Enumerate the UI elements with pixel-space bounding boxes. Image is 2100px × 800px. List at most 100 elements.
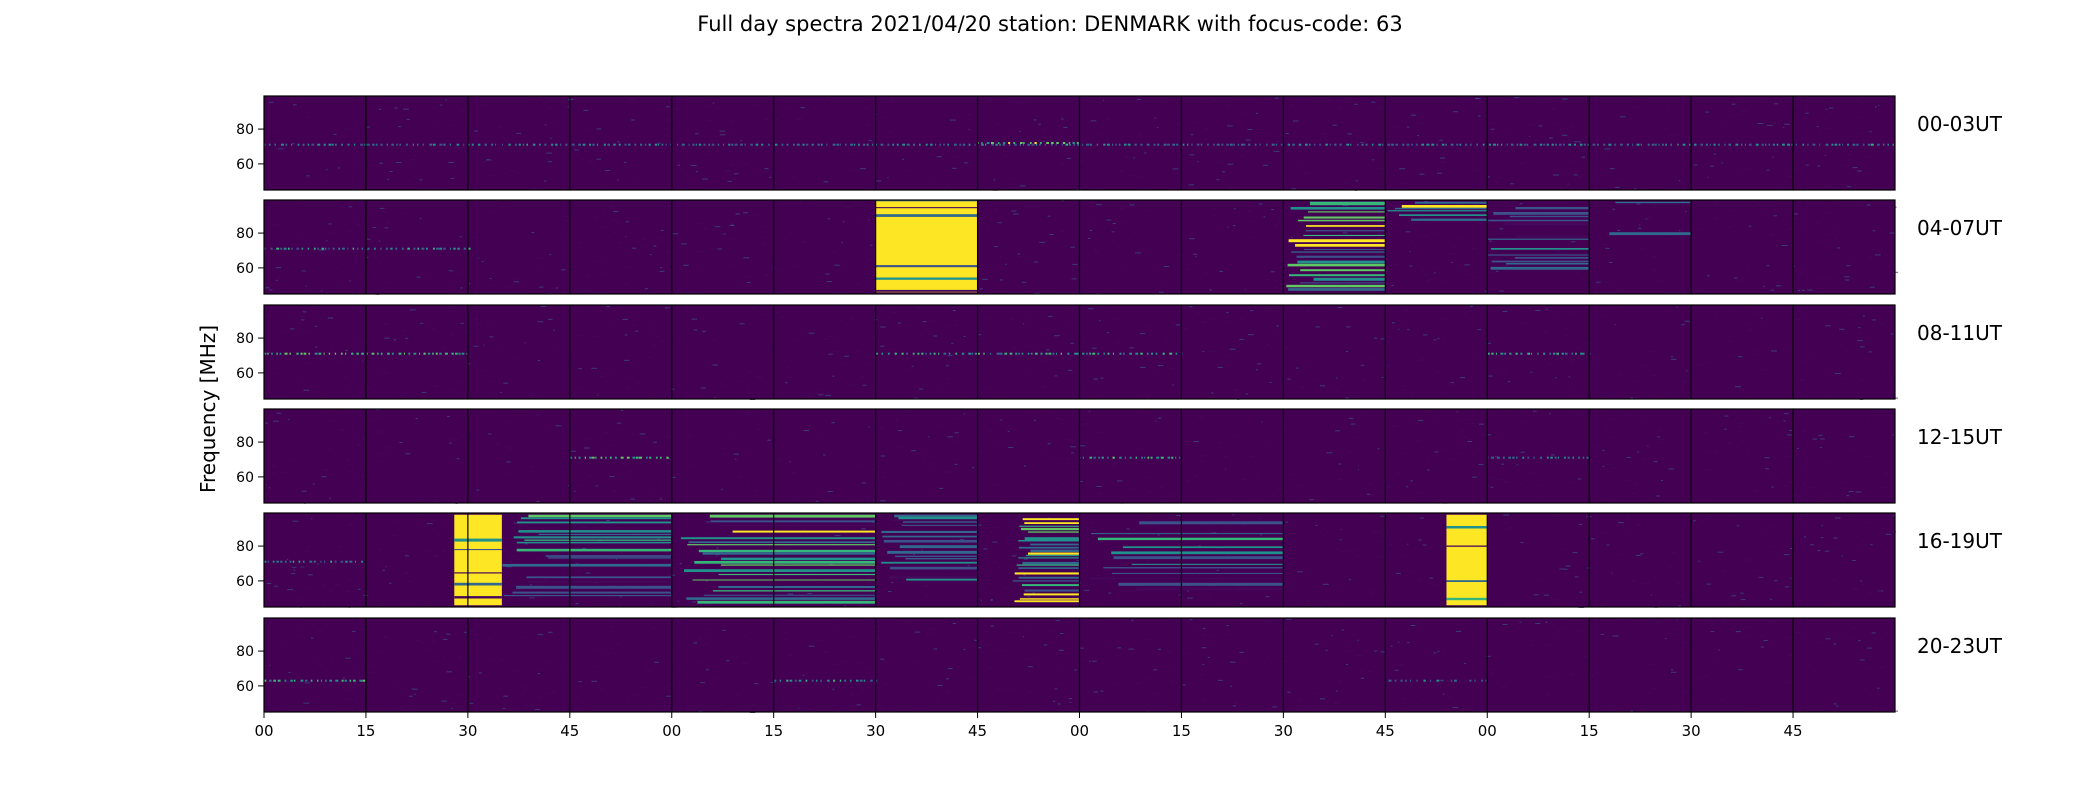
noise-speck — [1737, 426, 1743, 428]
noise-speck — [520, 481, 523, 483]
noise-speck — [405, 148, 409, 150]
line-dash — [565, 143, 568, 146]
noise-speck — [1748, 396, 1752, 398]
noise-speck — [1247, 221, 1252, 223]
noise-speck — [1702, 675, 1708, 677]
noise-speck — [1831, 626, 1833, 628]
noise-speck — [953, 136, 956, 138]
y-axis-label: Frequency [MHz] — [196, 325, 220, 493]
noise-speck — [405, 337, 409, 339]
noise-speck — [880, 455, 885, 457]
noise-speck — [1419, 629, 1422, 631]
noise-speck — [506, 172, 508, 174]
noise-speck — [979, 627, 981, 629]
noise-speck — [1676, 629, 1683, 631]
noise-speck — [1265, 596, 1270, 598]
noise-speck — [1338, 463, 1341, 465]
noise-speck — [1626, 517, 1630, 519]
noise-speck — [518, 643, 523, 645]
noise-speck — [946, 184, 950, 186]
noise-speck — [366, 126, 371, 128]
noise-speck — [1846, 495, 1850, 497]
noise-speck — [1879, 323, 1884, 325]
line-dash — [1292, 143, 1295, 146]
noise-speck — [1123, 156, 1129, 158]
noise-speck — [522, 575, 524, 577]
noise-speck — [980, 338, 985, 340]
burst-stripe — [528, 581, 672, 583]
line-dash — [302, 560, 305, 563]
noise-speck — [1132, 285, 1138, 287]
line-dash — [269, 679, 272, 682]
noise-speck — [1772, 151, 1777, 153]
line-dash — [991, 143, 994, 146]
radio-burst — [1012, 518, 1080, 603]
noise-speck — [738, 476, 744, 478]
noise-speck — [373, 344, 376, 346]
noise-speck — [725, 170, 731, 172]
noise-speck — [1147, 639, 1153, 641]
noise-speck — [1249, 530, 1252, 532]
line-dash — [413, 352, 417, 355]
y-tick-label: 60 — [236, 679, 254, 695]
noise-speck — [726, 383, 728, 385]
noise-speck — [906, 410, 910, 411]
line-dash — [1076, 142, 1079, 144]
x-tick-label: 45 — [1784, 722, 1803, 740]
noise-speck — [1047, 457, 1053, 459]
line-dash — [324, 560, 326, 563]
noise-speck — [678, 349, 682, 351]
line-dash — [1579, 143, 1583, 146]
burst-stripe — [1490, 248, 1590, 250]
noise-speck — [716, 547, 719, 549]
line-dash — [708, 143, 711, 146]
line-dash — [313, 247, 316, 250]
noise-speck — [666, 695, 672, 697]
noise-speck — [1121, 179, 1124, 181]
noise-speck — [339, 388, 341, 390]
noise-speck — [1853, 536, 1859, 537]
noise-speck — [1495, 456, 1497, 457]
line-dash — [1862, 143, 1865, 146]
noise-speck — [702, 643, 708, 645]
noise-speck — [382, 709, 387, 710]
row-label: 00-03UT — [1917, 112, 2003, 136]
noise-speck — [723, 710, 729, 712]
line-dash — [1098, 456, 1100, 459]
noise-speck — [1561, 98, 1568, 100]
noise-speck — [701, 682, 703, 684]
noise-speck — [674, 563, 680, 565]
line-dash — [1229, 143, 1233, 146]
noise-speck — [1173, 265, 1176, 267]
line-dash — [1575, 352, 1577, 355]
noise-speck — [320, 646, 322, 648]
noise-speck — [1496, 270, 1499, 272]
noise-speck — [384, 227, 389, 229]
noise-speck — [1181, 237, 1186, 239]
noise-speck — [1508, 310, 1512, 312]
noise-speck — [276, 659, 282, 661]
noise-speck — [1177, 155, 1181, 157]
noise-speck — [471, 167, 475, 169]
noise-speck — [1263, 347, 1266, 348]
noise-speck — [264, 644, 266, 646]
noise-speck — [1167, 207, 1170, 209]
noise-speck — [1845, 350, 1848, 352]
noise-speck — [1380, 237, 1383, 239]
noise-speck — [1640, 365, 1646, 367]
noise-speck — [794, 559, 801, 561]
burst-stripe — [1401, 205, 1488, 208]
noise-speck — [506, 557, 510, 559]
noise-speck — [1059, 418, 1065, 420]
noise-speck — [702, 331, 706, 333]
line-dash — [1112, 456, 1115, 459]
noise-speck — [865, 124, 870, 126]
noise-speck — [1668, 645, 1672, 647]
noise-speck — [1590, 538, 1595, 540]
noise-speck — [850, 154, 857, 156]
line-dash — [300, 352, 303, 355]
noise-speck — [1828, 437, 1833, 439]
noise-speck — [1405, 231, 1411, 233]
line-dash — [955, 352, 958, 355]
noise-speck — [477, 255, 480, 257]
